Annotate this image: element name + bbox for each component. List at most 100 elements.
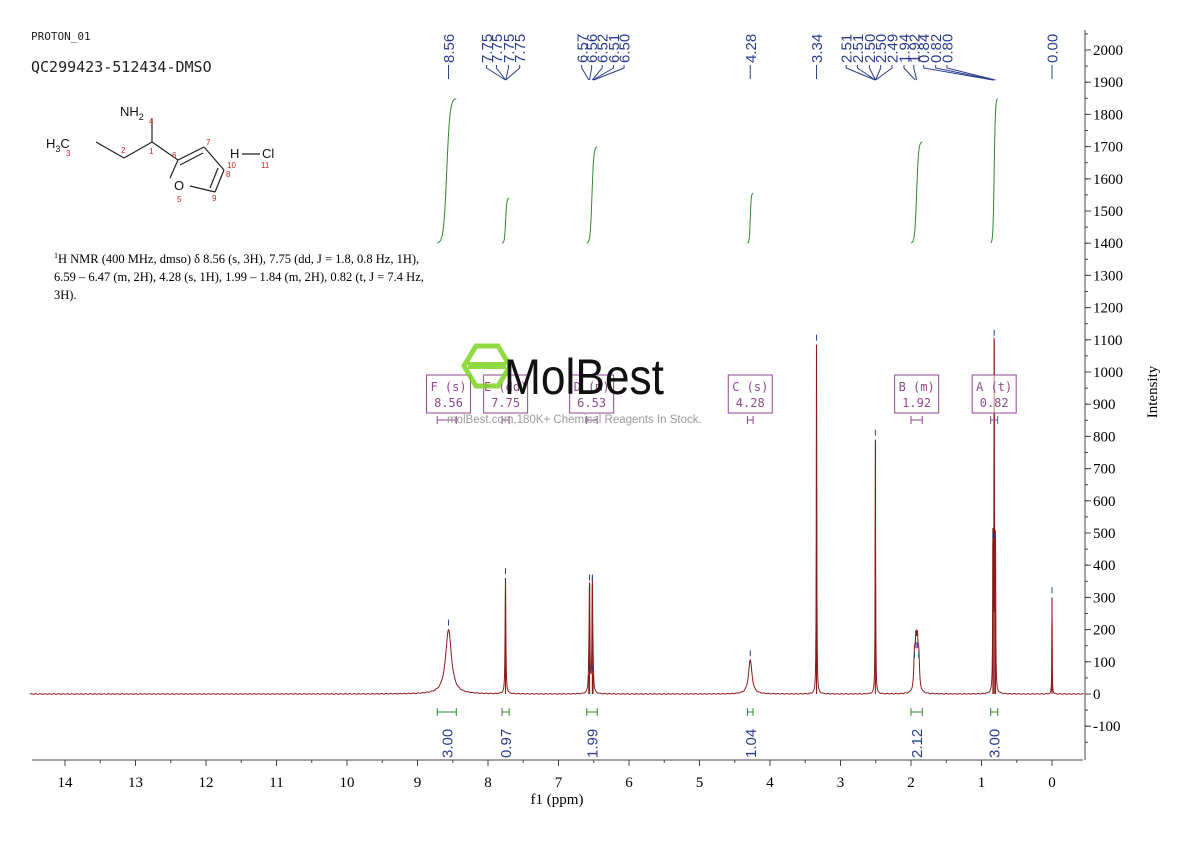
x-tick-label: 3 [837, 775, 845, 791]
peak-label: 0.82 [928, 34, 945, 63]
atom-numbers: 4 3 2 1 6 7 8 9 5 10 11 [66, 117, 270, 204]
peak-label-connector [923, 65, 994, 81]
spectrum [29, 329, 1084, 695]
integral-curve [501, 197, 510, 244]
x-tick-label: 12 [199, 775, 214, 791]
atom-number: 6 [172, 151, 177, 160]
multiplet-box [483, 374, 529, 414]
integral-curve [910, 141, 923, 244]
hexagon-bar-icon [468, 362, 506, 369]
multiplet-label: B (m) [899, 380, 935, 394]
nmr-summary-text: H NMR (400 MHz, dmso) δ 8.56 (s, 3H), 7.… [54, 252, 424, 303]
x-tick-label: 8 [484, 775, 492, 791]
peak-label-connector [486, 65, 506, 81]
atom-number: 2 [121, 146, 126, 155]
multiplet-shift: 8.56 [434, 396, 463, 410]
integral-value: 2.12 [909, 729, 926, 758]
y-tick-label: 1400 [1093, 236, 1123, 252]
peak-label-connector [589, 65, 593, 81]
atom-number: 10 [227, 161, 236, 170]
integral-curves [437, 98, 998, 244]
peak-label: 6.50 [617, 34, 634, 63]
watermark-subtitle: molBest.com,180K+ Chemical Reagents In S… [447, 414, 702, 426]
peak-label: 7.75 [489, 34, 506, 63]
peak-label-connector [505, 65, 509, 81]
peak-labels: 8.56 7.757.757.757.75 6.576.566.526.516.50… [441, 34, 1062, 81]
y-tick-label: 1300 [1093, 268, 1123, 284]
atom-number: 5 [177, 195, 182, 204]
x-tick-label: 1 [978, 775, 986, 791]
peak-label: 2.51 [850, 34, 867, 63]
molbest-logo: MolBest [461, 343, 664, 404]
y-tick-label: 1500 [1093, 204, 1123, 220]
chemical-structure: NH2 H3C O H Cl 4 3 2 1 6 7 8 9 5 10 11 [46, 104, 274, 204]
multiplet-label: F (s) [430, 380, 466, 394]
peak-label-connector [875, 65, 893, 81]
hexagon-icon [461, 343, 513, 389]
peak-label-connector [505, 65, 521, 81]
x-tick-label: 10 [340, 775, 355, 791]
peak-label: 7.75 [501, 34, 518, 63]
peak-label: 0.00 [1045, 34, 1062, 63]
y-tick-label: 400 [1093, 558, 1116, 574]
multiplet-box [727, 374, 773, 414]
multiplet-label: D (m) [574, 380, 610, 394]
hydrogen-atom: H [230, 146, 239, 161]
peak-label: 2.51 [839, 34, 856, 63]
chlorine-atom: Cl [262, 146, 274, 161]
y-tick-label: 1800 [1093, 107, 1123, 123]
atom-number: 3 [66, 149, 71, 158]
peak-label: 0.84 [916, 34, 933, 63]
multiplet-boxes: F (s)8.56E (dd)7.75D (m)6.53C (s)4.28B (… [426, 374, 1017, 424]
x-tick-label: 13 [128, 775, 143, 791]
peak-label: 2.50 [873, 34, 890, 63]
integral-curve [990, 98, 998, 244]
peak-label: 0.80 [939, 34, 956, 63]
nucleus-mass-number: 1 [54, 251, 58, 260]
atom-number: 8 [226, 170, 231, 179]
sample-id: QC299423-512434-DMSO [31, 58, 212, 76]
y-axis-label: Intensity [1145, 365, 1161, 418]
y-tick-label: 600 [1093, 494, 1116, 510]
peak-label-connector [593, 65, 625, 81]
peak-label-connector [592, 65, 614, 81]
peak-label: 4.28 [743, 34, 760, 63]
peak-label: 7.75 [479, 34, 496, 63]
multiplet-label: C (s) [732, 380, 768, 394]
peak-label-connector [495, 65, 506, 81]
atom-number: 11 [261, 161, 270, 170]
y-tick-label: 200 [1093, 623, 1116, 639]
x-axis-label: f1 (ppm) [531, 792, 584, 808]
x-tick-label: 14 [58, 775, 74, 791]
peak-label: 3.34 [809, 34, 826, 63]
peak-label-connector [591, 65, 603, 81]
y-tick-label: 300 [1093, 590, 1116, 606]
atom-number: 9 [212, 194, 217, 203]
multiplet-box [569, 374, 615, 414]
amine-group: NH2 [120, 104, 144, 122]
y-tick-label: 0 [1093, 687, 1101, 703]
y-tick-label: 1000 [1093, 365, 1123, 381]
experiment-name: PROTON_01 [31, 30, 91, 43]
peak-label-connector [868, 65, 876, 81]
multiplet-shift: 0.82 [980, 396, 1009, 410]
peak-label-connector [903, 65, 916, 81]
x-tick-label: 4 [766, 775, 774, 791]
x-tick-label: 11 [269, 775, 283, 791]
peak-label-connector [935, 65, 995, 81]
peak-label: 2.49 [884, 34, 901, 63]
atom-number: 4 [149, 117, 154, 126]
peak-label: 6.52 [595, 34, 612, 63]
peak-label: 8.56 [441, 34, 458, 63]
watermark-brand: MolBest [504, 349, 664, 404]
multiplet-box [894, 374, 940, 414]
integral-curve [747, 192, 754, 244]
y-tick-label: 1100 [1093, 333, 1122, 349]
peak-label-connector [856, 65, 876, 81]
integral-value: 3.00 [439, 729, 456, 758]
peak-label: 7.75 [512, 34, 529, 63]
peak-label-connector [913, 65, 918, 81]
atom-number: 1 [149, 147, 154, 156]
